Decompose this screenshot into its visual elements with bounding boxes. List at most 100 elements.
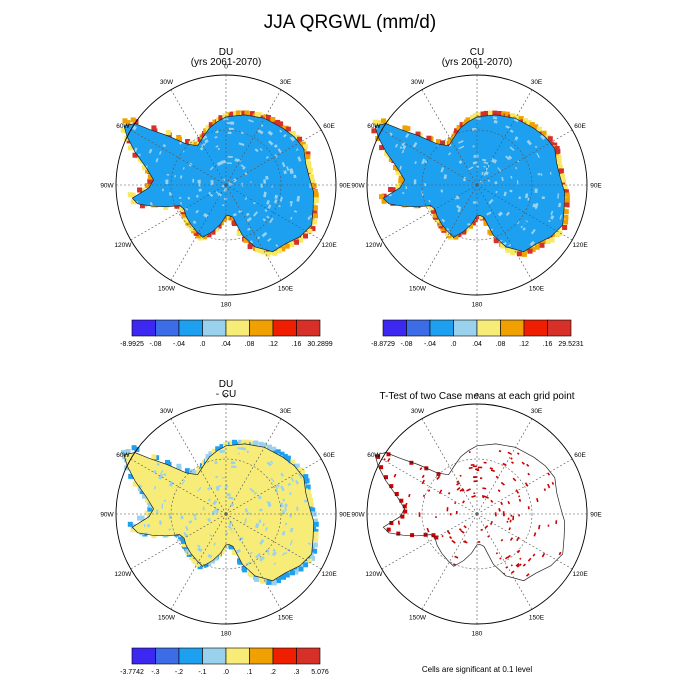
field-cell	[418, 239, 422, 243]
field-cell	[420, 114, 425, 117]
field-cell	[164, 102, 167, 105]
coastal-cell	[376, 120, 382, 125]
field-cell	[449, 283, 455, 285]
field-cell	[293, 514, 296, 518]
significant-cell	[421, 542, 424, 545]
field-cell	[443, 174, 448, 180]
field-cell	[278, 205, 281, 208]
field-cell	[537, 173, 541, 176]
field-cell	[182, 167, 185, 170]
field-cell	[516, 261, 521, 265]
field-cell	[117, 521, 120, 525]
field-cell	[256, 421, 259, 424]
longitude-label: 90E	[339, 182, 351, 189]
field-cell	[266, 215, 270, 219]
field-cell	[333, 151, 337, 156]
field-cell	[433, 185, 437, 191]
colorbar-box	[225, 647, 250, 665]
coastal-cell	[289, 242, 295, 248]
longitude-label: 90W	[100, 511, 114, 518]
coastal-cell	[556, 159, 562, 165]
field-cell	[184, 604, 189, 608]
field-cell	[449, 75, 451, 77]
field-cell	[259, 556, 265, 562]
field-cell	[325, 523, 326, 525]
coastal-cell	[201, 234, 207, 240]
field-cell	[485, 137, 490, 140]
coastal-cell	[465, 117, 471, 123]
significant-cell	[497, 418, 499, 420]
field-cell	[230, 249, 237, 252]
field-cell	[138, 571, 143, 576]
significant-cell	[438, 489, 443, 494]
field-cell	[248, 119, 254, 123]
field-cell	[266, 608, 271, 612]
coastal-cell	[245, 439, 251, 445]
field-cell	[284, 503, 288, 507]
field-cell	[213, 542, 216, 546]
significant-cell	[436, 472, 441, 477]
coastal-cell	[536, 126, 542, 132]
colorbar-label: .12	[268, 341, 278, 348]
longitude-label: 30E	[531, 79, 543, 86]
field-cell	[204, 294, 209, 297]
field-cell	[293, 145, 298, 151]
panel-du-title: DU (yrs 2061-2070)	[126, 48, 326, 68]
field-cell	[552, 96, 555, 99]
significant-cell	[507, 451, 512, 455]
field-cell	[163, 173, 167, 178]
significant-cell	[490, 469, 496, 473]
significant-cell	[494, 512, 497, 517]
field-cell	[267, 204, 272, 209]
field-cell	[509, 189, 513, 193]
field-cell	[442, 99, 444, 101]
significant-cell	[503, 513, 505, 517]
significant-cell	[509, 537, 514, 541]
significant-cell	[474, 613, 477, 615]
field-cell	[204, 397, 207, 400]
field-cell	[211, 89, 214, 92]
field-cell	[524, 286, 527, 289]
coastal-cell	[483, 220, 489, 226]
field-cell	[244, 196, 248, 200]
field-cell	[315, 455, 319, 459]
significant-cell	[483, 625, 485, 627]
coastal-cell	[303, 562, 309, 568]
field-cell	[514, 137, 518, 141]
significant-cell	[422, 494, 426, 497]
field-cell	[484, 170, 489, 176]
field-cell	[307, 216, 311, 221]
field-cell	[525, 193, 529, 198]
coastal-cell	[165, 130, 171, 136]
significant-cell	[512, 515, 515, 521]
significant-cell	[511, 570, 515, 574]
field-cell	[270, 460, 274, 464]
field-cell	[162, 143, 167, 148]
field-cell	[282, 430, 288, 435]
field-cell	[195, 532, 200, 537]
field-cell	[274, 199, 278, 204]
field-cell	[475, 278, 477, 280]
coastal-cell	[483, 110, 489, 116]
field-cell	[286, 166, 290, 171]
coastal-cell	[142, 493, 147, 499]
field-cell	[289, 135, 296, 142]
field-cell	[473, 154, 479, 158]
significant-cell	[486, 620, 490, 622]
field-cell	[475, 295, 478, 297]
field-cell	[490, 99, 493, 101]
coastal-cell	[560, 173, 565, 179]
significant-cell	[543, 488, 547, 492]
field-cell	[208, 191, 214, 198]
coastal-cell	[461, 229, 467, 235]
field-cell	[217, 147, 220, 151]
field-cell	[522, 81, 526, 84]
coastal-cell	[381, 118, 386, 124]
field-cell	[141, 229, 147, 236]
coastal-cell	[247, 244, 253, 250]
field-cell	[260, 183, 263, 188]
field-cell	[197, 486, 202, 492]
field-cell	[297, 156, 302, 162]
field-cell	[165, 179, 169, 185]
field-cell	[237, 583, 241, 586]
